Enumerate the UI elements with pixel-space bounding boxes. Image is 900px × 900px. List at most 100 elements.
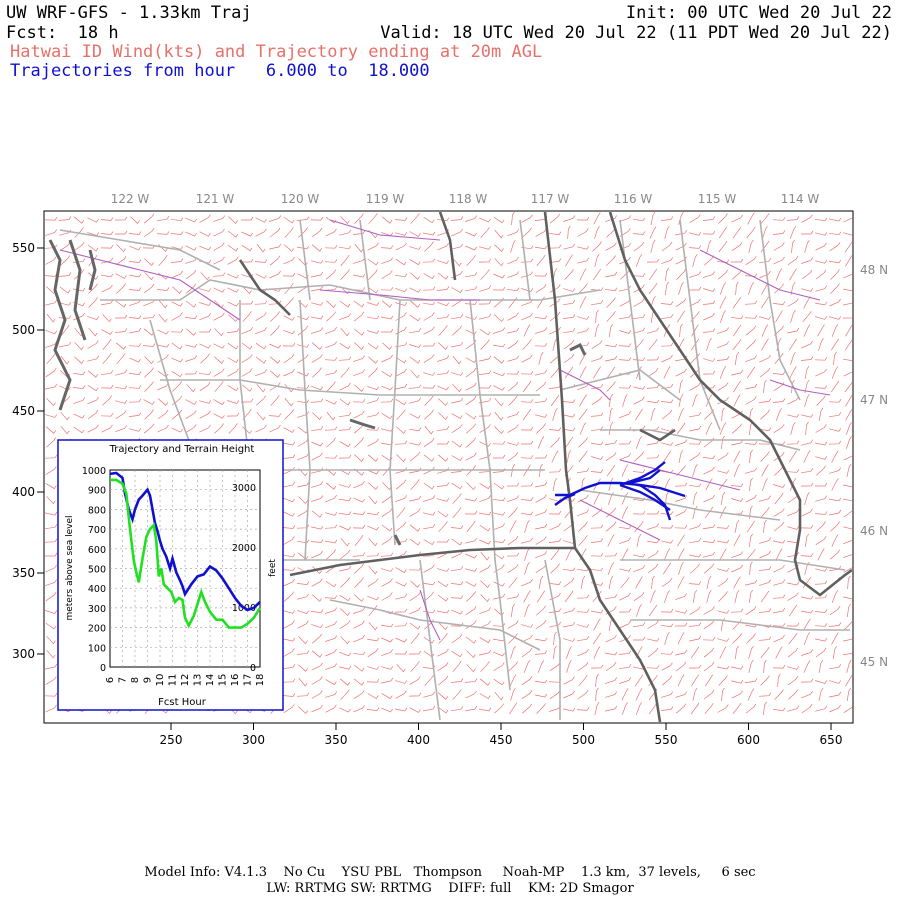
wind-barb: [622, 394, 628, 407]
y-tick-label: 550: [12, 241, 35, 255]
wind-barb: [297, 344, 310, 348]
wind-barb: [647, 523, 660, 530]
wind-barb: [829, 605, 841, 616]
wind-barb: [101, 257, 114, 264]
wind-barb: [647, 439, 660, 446]
wind-barb: [479, 607, 491, 615]
wind-barb: [158, 299, 168, 309]
y-tick-label: 500: [12, 323, 35, 337]
wind-barb: [324, 455, 338, 459]
wind-barb: [801, 214, 813, 223]
wind-barb: [717, 382, 729, 391]
wind-barb: [717, 341, 729, 349]
wind-barb: [660, 342, 674, 347]
wind-barb: [465, 581, 477, 587]
wind-barb: [129, 357, 141, 363]
wind-barb: [87, 244, 99, 252]
wind-barb: [732, 296, 742, 309]
wind-barb: [395, 637, 407, 643]
wind-barb: [156, 287, 170, 291]
wind-barb: [801, 703, 813, 714]
wind-barb: [689, 425, 702, 432]
wind-barb: [718, 240, 728, 253]
wind-barb: [437, 440, 450, 445]
wind-barb: [663, 548, 671, 561]
wind-barb: [703, 437, 715, 448]
wind-barb: [621, 464, 629, 477]
wind-barb: [409, 328, 422, 334]
wind-barb: [692, 491, 698, 505]
wind-barb: [465, 215, 478, 222]
wind-barb: [324, 426, 338, 431]
wind-barb: [45, 524, 58, 530]
wind-barb: [480, 269, 490, 280]
wind-barb: [647, 550, 659, 559]
wind-barb: [830, 283, 840, 294]
wind-barb: [675, 439, 688, 446]
wind-barb: [520, 455, 534, 459]
wind-barb: [437, 301, 449, 307]
wind-barb: [492, 539, 506, 543]
wind-barb: [733, 576, 741, 589]
wind-barb: [773, 452, 785, 461]
wind-barb: [228, 423, 238, 434]
wind-barb: [688, 664, 702, 669]
wind-barb: [143, 283, 155, 294]
wind-barb: [622, 702, 628, 715]
wind-barb: [510, 688, 516, 701]
inset-x-tick: 7: [118, 677, 129, 683]
wind-barb: [787, 647, 799, 658]
wind-barb: [646, 384, 660, 389]
wind-barb: [157, 354, 169, 363]
wind-barb: [661, 409, 673, 420]
wind-barb: [269, 356, 281, 364]
wind-barb: [478, 258, 492, 263]
wind-barb: [492, 497, 506, 502]
wind-barb: [844, 382, 852, 393]
wind-barb: [706, 590, 712, 603]
wind-barb: [115, 425, 127, 433]
wind-barb: [200, 272, 210, 281]
wind-barb: [410, 633, 420, 645]
inset-y-tick-right: 3000: [232, 483, 256, 494]
wind-barb: [703, 494, 715, 503]
wind-barb: [749, 477, 753, 492]
wind-barb: [283, 511, 295, 517]
wind-barb: [465, 568, 478, 572]
wind-barb: [605, 594, 618, 600]
wind-barb: [157, 329, 169, 335]
wind-barb: [157, 398, 169, 406]
wind-barb: [549, 298, 561, 307]
wind-barb: [115, 230, 128, 235]
wind-barb: [325, 327, 337, 335]
trajectory-range: Trajectories from hour 6.000 to 18.000: [10, 61, 430, 81]
wind-barb: [745, 383, 758, 390]
wind-barb: [508, 661, 518, 672]
wind-barb: [619, 453, 631, 461]
wind-barb: [437, 648, 449, 657]
wind-barb: [409, 397, 422, 404]
wind-barb: [689, 382, 701, 391]
wind-barb: [521, 634, 533, 643]
wind-barb: [396, 663, 406, 673]
wind-barb: [552, 477, 558, 491]
longitude-label: 119 W: [366, 192, 405, 206]
wind-barb: [521, 312, 533, 321]
wind-barb: [634, 451, 644, 462]
wind-barb: [604, 287, 618, 292]
wind-barb: [758, 566, 772, 571]
wind-barb: [381, 385, 393, 391]
wind-barb: [60, 425, 70, 435]
wind-barb: [60, 355, 70, 365]
wind-barb: [619, 592, 631, 601]
wind-barb: [524, 562, 530, 575]
wind-barb: [522, 339, 532, 350]
wind-barb: [340, 216, 350, 225]
wind-barb: [311, 354, 323, 363]
wind-barb: [511, 212, 515, 226]
wind-barb: [423, 312, 435, 321]
wind-barb: [746, 633, 756, 644]
wind-barb: [255, 228, 267, 237]
wind-barb: [311, 495, 324, 502]
wind-barb: [157, 343, 170, 348]
